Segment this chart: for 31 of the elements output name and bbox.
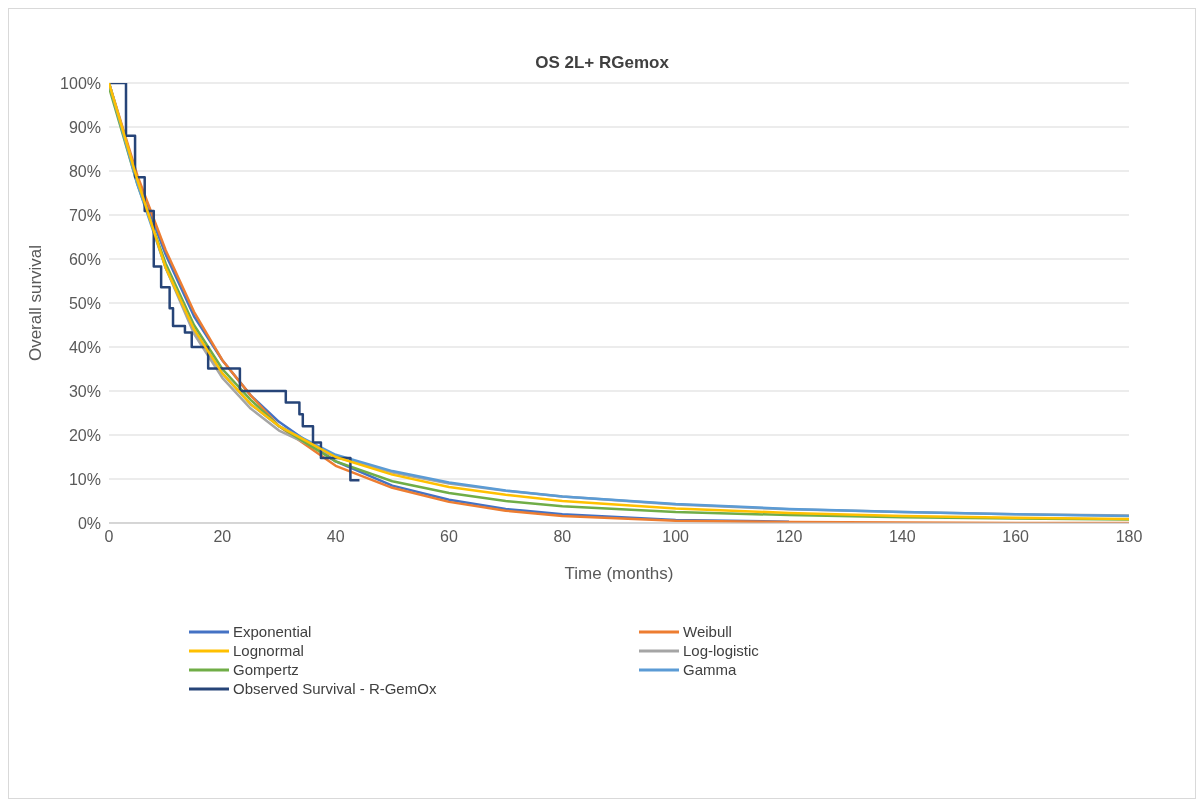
y-tick-label: 80%: [68, 162, 101, 180]
x-tick-label: 140: [888, 528, 916, 546]
y-tick-label: 10%: [68, 470, 101, 488]
y-tick-label: 60%: [68, 250, 101, 268]
x-tick-label: 180: [1115, 528, 1143, 546]
y-tick-label: 0%: [77, 514, 101, 532]
x-axis-title: Time (months): [564, 564, 674, 583]
x-tick-label: 20: [213, 528, 232, 546]
y-tick-label: 100%: [60, 74, 101, 92]
legend-label: Weibull: [683, 623, 732, 640]
legend-label: Observed Survival - R-GemOx: [233, 680, 437, 697]
legend-label: Exponential: [233, 623, 312, 640]
legend-label: Gamma: [683, 661, 737, 678]
x-tick-label: 120: [775, 528, 803, 546]
y-tick-label: 40%: [68, 338, 101, 356]
legend-label: Lognormal: [233, 642, 304, 659]
y-tick-label: 70%: [68, 206, 101, 224]
legend-label: Log-logistic: [683, 642, 759, 659]
y-tick-label: 30%: [68, 382, 101, 400]
y-axis-title: Overall survival: [26, 244, 46, 362]
x-tick-label: 100: [662, 528, 690, 546]
x-tick-label: 60: [440, 528, 458, 546]
x-tick-label: 40: [326, 528, 345, 546]
x-tick-label: 0: [104, 528, 114, 546]
y-tick-label: 90%: [68, 118, 101, 136]
legend-label: Gompertz: [233, 661, 299, 678]
chart-title: OS 2L+ RGemox: [534, 53, 670, 73]
x-tick-label: 160: [1002, 528, 1030, 546]
y-tick-label: 20%: [68, 426, 101, 444]
y-tick-label: 50%: [68, 294, 101, 312]
x-tick-label: 80: [553, 528, 572, 546]
